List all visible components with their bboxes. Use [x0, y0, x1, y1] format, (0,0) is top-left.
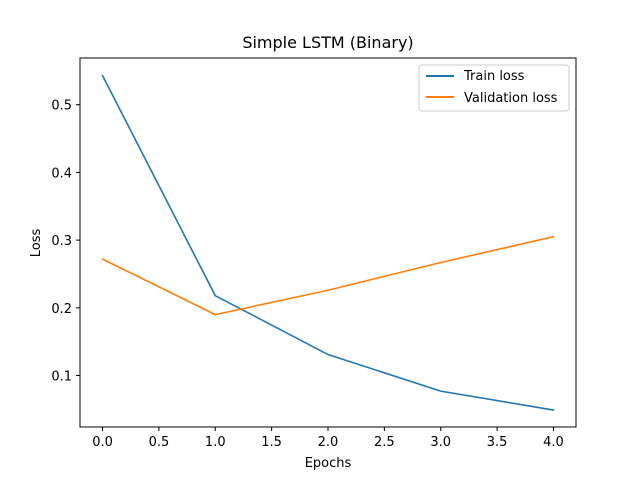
x-tick-label: 1.5: [261, 435, 282, 450]
x-tick-label: 2.0: [318, 435, 339, 450]
x-tick-label: 4.0: [543, 435, 564, 450]
x-tick-label: 1.0: [205, 435, 226, 450]
y-tick-label: 0.4: [51, 166, 72, 181]
y-axis-label: Loss: [29, 229, 44, 258]
legend: Train loss Validation loss: [418, 64, 570, 112]
x-tick-label: 0.0: [92, 435, 113, 450]
x-tick-label: 2.5: [374, 435, 395, 450]
y-tick-label: 0.1: [51, 370, 72, 385]
x-axis-label: Epochs: [305, 456, 352, 471]
y-axis-ticks: 0.1 0.2 0.3 0.4 0.5: [51, 99, 80, 385]
y-tick-label: 0.5: [51, 99, 72, 114]
x-tick-label: 3.0: [430, 435, 451, 450]
chart-title: Simple LSTM (Binary): [242, 33, 413, 52]
x-tick-label: 3.5: [487, 435, 508, 450]
legend-label-validation-loss: Validation loss: [464, 91, 558, 106]
legend-box: [418, 64, 570, 112]
plot-area: 0.0 0.5 1.0 1.5 2.0 2.5 3.0 3.5 4.0 0.1 0.2 0.3 0.4…: [51, 57, 577, 450]
y-tick-label: 0.3: [51, 234, 72, 249]
x-axis-ticks: 0.0 0.5 1.0 1.5 2.0 2.5 3.0 3.5 4.0: [92, 427, 564, 450]
x-tick-label: 0.5: [149, 435, 170, 450]
legend-label-train-loss: Train loss: [463, 69, 525, 84]
series-lines: [101, 74, 555, 411]
y-tick-label: 0.2: [51, 302, 72, 317]
